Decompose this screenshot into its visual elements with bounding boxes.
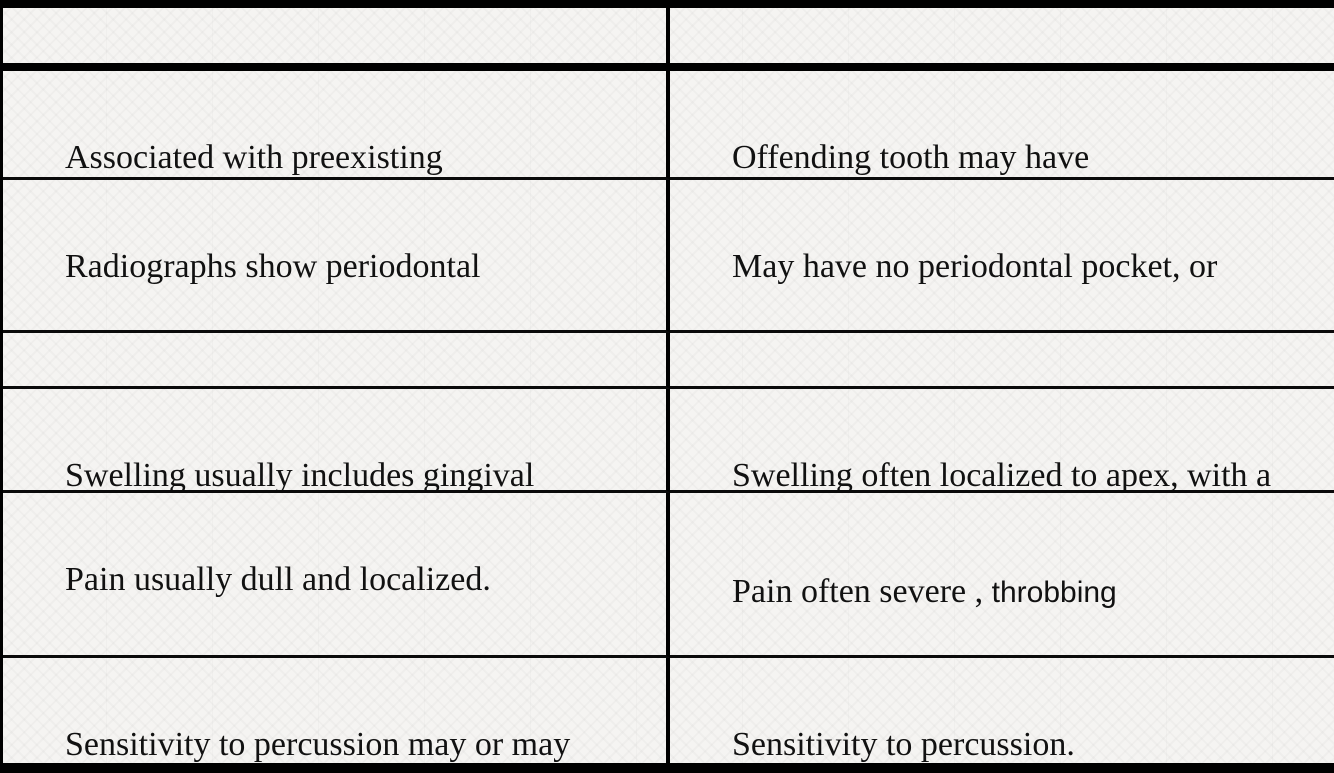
- cell-line: May have no periodontal pocket, or: [732, 248, 1218, 285]
- cell-line: Pain often severe , throbbing: [732, 573, 1117, 610]
- cell-line: Swelling often localized to apex, with a: [732, 457, 1272, 493]
- cell-swelling-apex: Swelling often localized to apex, with a…: [670, 389, 1334, 493]
- cell-line: Radiographs show periodontal: [65, 248, 481, 285]
- cell-vital-pulp: Tests show vital pulp.: [3, 333, 670, 389]
- cell-offending-tooth: Offending tooth may have large restorati…: [670, 71, 1334, 180]
- cell-line: Swelling usually includes gingival: [65, 457, 535, 493]
- abscess-comparison-table: Periodontal Abscess Pulpal Abscess Assoc…: [0, 8, 1334, 763]
- cell-periodontal-pocket: Associated with preexisting periodontal …: [3, 71, 670, 180]
- cell-line: Sensitivity to percussion.: [732, 726, 1075, 763]
- cell-line: Pain usually dull and localized.: [65, 561, 491, 598]
- cell-pain-dull: Pain usually dull and localized.: [3, 493, 670, 658]
- cell-radiographs: Radiographs show periodontal angular bon…: [3, 180, 670, 333]
- cell-line: Associated with preexisting: [65, 139, 443, 176]
- cell-line: Offending tooth may have: [732, 139, 1090, 176]
- header-pulpal-abscess: Pulpal Abscess: [670, 8, 1334, 71]
- header-periodontal-abscess: Periodontal Abscess: [3, 8, 670, 71]
- cell-pain-severe: Pain often severe , throbbing last for d…: [670, 493, 1334, 658]
- cell-no-pocket: May have no periodontal pocket, or if pr…: [670, 180, 1334, 333]
- cell-line: Sensitivity to percussion may or may: [65, 726, 571, 763]
- table-bottom-border: [0, 763, 1334, 773]
- sans-text-throbbing: throbbing: [991, 576, 1117, 609]
- cell-swelling-gingival: Swelling usually includes gingival tissu…: [3, 389, 670, 493]
- cell-percussion: Sensitivity to percussion.: [670, 658, 1334, 763]
- cell-nonvital-pulp: Tests show non vital pulp.: [670, 333, 1334, 389]
- table-top-border: [0, 0, 1334, 8]
- cell-percussion-maybe: Sensitivity to percussion may or may not…: [3, 658, 670, 763]
